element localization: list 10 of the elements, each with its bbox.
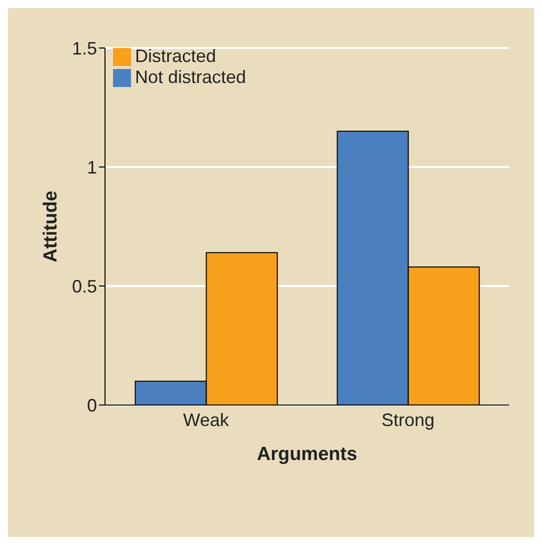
legend-label: Distracted xyxy=(135,46,216,66)
y-tick-label: 0 xyxy=(86,395,97,416)
y-axis-title: Attitude xyxy=(40,190,62,262)
y-tick-label: 0.5 xyxy=(72,276,97,296)
x-tick-label: Strong xyxy=(381,410,435,430)
x-tick-label: Weak xyxy=(183,410,230,430)
y-tick-label: 1.5 xyxy=(72,38,97,58)
y-tick-label: 1 xyxy=(86,157,97,178)
x-axis-title: Arguments xyxy=(256,444,358,465)
legend-label: Not distracted xyxy=(135,67,246,87)
